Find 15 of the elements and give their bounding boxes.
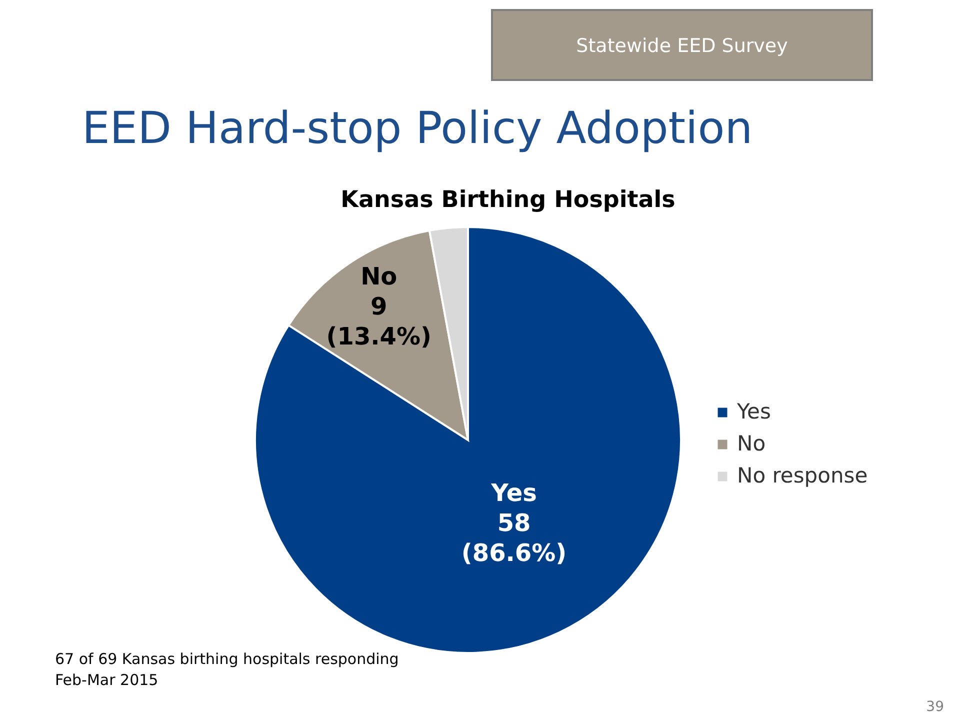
legend-label: No — [737, 432, 766, 456]
data-label: 58 (86.6%) — [461, 509, 567, 568]
text: Feb-Mar 2015 — [55, 671, 158, 689]
data-label: 9 (13.4%) — [326, 292, 432, 350]
slice-label: No — [360, 262, 398, 290]
legend-label: Yes — [736, 400, 771, 424]
pie-slice — [254, 226, 682, 654]
text: 67 of 69 Kansas birthing hospitals responding — [55, 650, 399, 668]
slice-label: Yes — [490, 479, 537, 508]
chart-title: EED Hard-stop Policy Adoption — [82, 103, 753, 154]
text: 39 — [926, 699, 944, 715]
pie-slice — [288, 230, 469, 441]
chart-subtitle: Kansas Birthing Hospitals — [340, 187, 676, 213]
text: Statewide EED Survey — [576, 35, 788, 57]
legend-label: No response — [737, 464, 868, 488]
